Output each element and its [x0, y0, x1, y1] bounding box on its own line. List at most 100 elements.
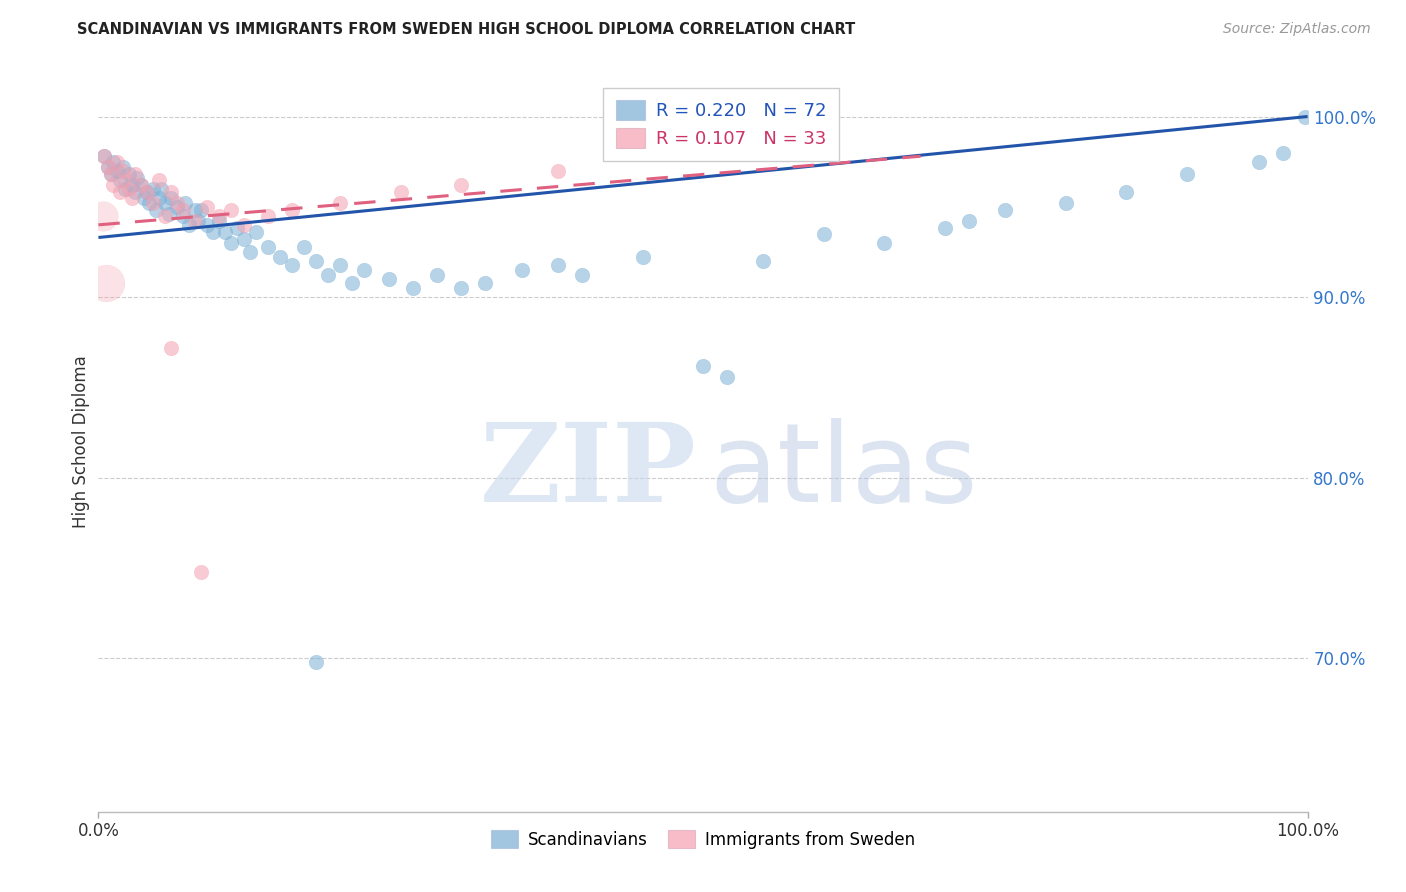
- Point: [1115, 186, 1137, 200]
- Point: [1272, 145, 1295, 160]
- Point: [245, 225, 267, 239]
- Point: [190, 203, 212, 218]
- Point: [93, 149, 115, 163]
- Point: [97, 160, 120, 174]
- Point: [184, 214, 207, 228]
- Y-axis label: High School Diploma: High School Diploma: [72, 355, 90, 528]
- Point: [389, 186, 412, 200]
- Point: [118, 182, 141, 196]
- Point: [108, 172, 131, 186]
- Point: [135, 186, 157, 200]
- Point: [510, 263, 533, 277]
- Point: [184, 203, 207, 218]
- Point: [134, 191, 156, 205]
- Text: atlas: atlas: [709, 417, 977, 524]
- Legend: Scandinavians, Immigrants from Sweden: Scandinavians, Immigrants from Sweden: [485, 823, 921, 855]
- Point: [957, 214, 980, 228]
- Text: Source: ZipAtlas.com: Source: ZipAtlas.com: [1223, 22, 1371, 37]
- Point: [281, 203, 304, 218]
- Point: [1249, 154, 1271, 169]
- Point: [124, 167, 146, 181]
- Point: [127, 170, 149, 185]
- Point: [256, 209, 278, 223]
- Point: [208, 209, 231, 223]
- Point: [121, 178, 143, 193]
- Point: [172, 209, 194, 223]
- Text: SCANDINAVIAN VS IMMIGRANTS FROM SWEDEN HIGH SCHOOL DIPLOMA CORRELATION CHART: SCANDINAVIAN VS IMMIGRANTS FROM SWEDEN H…: [77, 22, 856, 37]
- Point: [450, 178, 472, 193]
- Point: [547, 258, 569, 272]
- Point: [342, 276, 364, 290]
- Point: [305, 254, 328, 268]
- Point: [114, 172, 136, 186]
- Point: [195, 218, 218, 232]
- Point: [148, 191, 170, 205]
- Point: [187, 214, 209, 228]
- Point: [100, 167, 122, 181]
- Point: [153, 196, 176, 211]
- Point: [202, 225, 225, 239]
- Point: [873, 235, 896, 250]
- Point: [269, 251, 291, 265]
- Point: [232, 218, 254, 232]
- Point: [160, 341, 183, 355]
- Point: [256, 239, 278, 253]
- Point: [571, 268, 593, 283]
- Point: [174, 196, 197, 211]
- Point: [208, 214, 231, 228]
- Point: [1175, 167, 1198, 181]
- Point: [157, 207, 180, 221]
- Point: [114, 182, 136, 196]
- Point: [142, 196, 165, 211]
- Point: [118, 167, 141, 181]
- Point: [93, 149, 115, 163]
- Point: [121, 191, 143, 205]
- Point: [100, 167, 122, 181]
- Point: [111, 160, 134, 174]
- Point: [450, 281, 472, 295]
- Point: [239, 244, 262, 259]
- Point: [474, 276, 496, 290]
- Point: [160, 186, 183, 200]
- Point: [305, 655, 328, 669]
- Point: [105, 154, 128, 169]
- Point: [190, 565, 212, 579]
- Point: [160, 191, 183, 205]
- Point: [281, 258, 304, 272]
- Point: [101, 178, 124, 193]
- Point: [226, 221, 249, 235]
- Point: [124, 186, 146, 200]
- Point: [97, 160, 120, 174]
- Point: [716, 369, 738, 384]
- Point: [138, 196, 160, 211]
- Point: [316, 268, 339, 283]
- Point: [129, 178, 152, 193]
- Point: [214, 225, 236, 239]
- Point: [934, 221, 956, 235]
- Point: [292, 239, 315, 253]
- Point: [105, 163, 128, 178]
- Point: [994, 203, 1017, 218]
- Point: [547, 163, 569, 178]
- Point: [329, 196, 352, 211]
- Point: [329, 258, 352, 272]
- Point: [692, 359, 714, 373]
- Point: [179, 218, 201, 232]
- Point: [142, 182, 165, 196]
- Point: [353, 263, 375, 277]
- Point: [145, 203, 167, 218]
- Point: [166, 200, 188, 214]
- Point: [752, 254, 775, 268]
- Text: ZIP: ZIP: [481, 417, 697, 524]
- Point: [195, 200, 218, 214]
- Point: [129, 178, 152, 193]
- Point: [148, 172, 170, 186]
- Point: [150, 182, 173, 196]
- Point: [631, 251, 654, 265]
- Point: [91, 209, 114, 223]
- Point: [221, 235, 243, 250]
- Point: [377, 272, 399, 286]
- Point: [153, 209, 176, 223]
- Point: [232, 232, 254, 246]
- Point: [135, 186, 157, 200]
